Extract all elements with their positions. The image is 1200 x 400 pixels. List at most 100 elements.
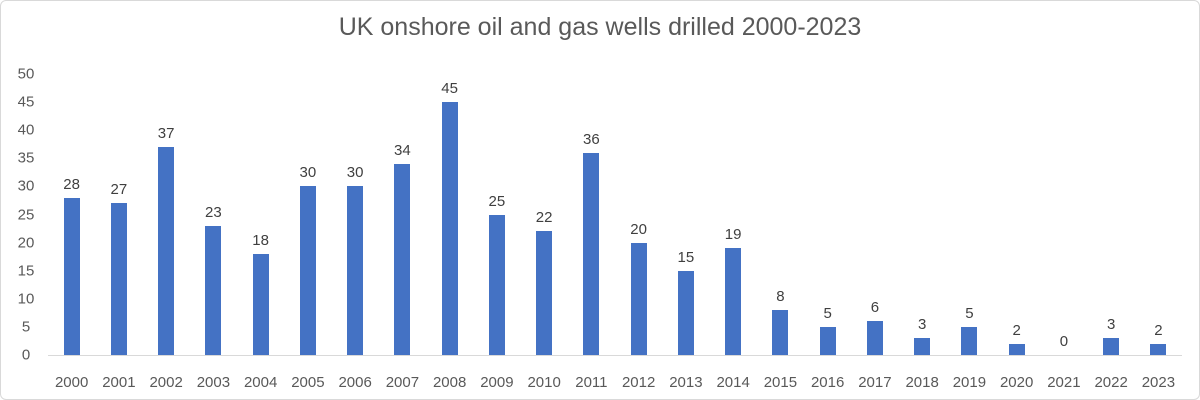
data-label: 30 xyxy=(299,164,317,182)
bar-group-2006: 30 2006 xyxy=(332,74,379,391)
bar xyxy=(583,152,600,355)
x-tick-label: 2003 xyxy=(196,374,231,391)
bar xyxy=(772,310,789,355)
y-tick-label: 45 xyxy=(17,93,35,111)
data-label: 28 xyxy=(63,175,80,193)
x-tick-label: 2009 xyxy=(480,374,514,391)
bar xyxy=(347,186,364,355)
bar-group-2019: 5 2019 xyxy=(946,74,993,391)
x-tick-label: 2018 xyxy=(905,374,939,391)
data-label: 15 xyxy=(677,248,695,266)
data-label: 22 xyxy=(535,209,553,227)
bar-group-2007: 34 2007 xyxy=(379,74,426,391)
data-label: 30 xyxy=(346,164,364,182)
bar xyxy=(252,253,269,355)
x-tick-label: 2010 xyxy=(527,374,561,391)
bar-group-2010: 22 2010 xyxy=(521,74,568,391)
data-label: 5 xyxy=(965,304,974,322)
bar xyxy=(1150,343,1167,355)
y-tick-label: 25 xyxy=(17,206,35,223)
bar xyxy=(299,186,316,355)
x-tick-label: 2021 xyxy=(1047,374,1081,391)
y-tick-label: 5 xyxy=(21,318,31,336)
data-label: 27 xyxy=(110,181,128,199)
y-tick-label: 10 xyxy=(17,290,35,308)
bar-group-2017: 6 2017 xyxy=(851,74,898,391)
chart-title: UK onshore oil and gas wells drilled 200… xyxy=(338,13,862,41)
data-label: 8 xyxy=(776,288,785,306)
x-tick-label: 2014 xyxy=(716,374,750,391)
data-label: 25 xyxy=(488,192,506,210)
y-tick-label: 35 xyxy=(17,149,35,167)
y-tick-label: 50 xyxy=(17,65,35,83)
bar xyxy=(205,225,222,355)
data-label: 3 xyxy=(1106,316,1116,334)
bar xyxy=(488,214,505,355)
bar-group-2023: 2 2023 xyxy=(1135,74,1182,391)
data-label: 36 xyxy=(583,130,600,148)
x-tick-label: 2015 xyxy=(763,374,798,391)
x-tick-label: 2023 xyxy=(1141,374,1176,391)
x-tick-label: 2001 xyxy=(102,374,136,391)
bar-group-2018: 3 2018 xyxy=(899,74,946,391)
bar-group-2014: 19 2014 xyxy=(710,74,757,391)
bar xyxy=(961,326,978,355)
bar xyxy=(63,197,80,355)
x-tick-label: 2006 xyxy=(338,374,372,391)
bar xyxy=(394,163,411,355)
x-tick-label: 2007 xyxy=(385,374,420,391)
data-label: 37 xyxy=(157,125,175,143)
x-axis-line xyxy=(48,355,1182,356)
bar-group-2012: 20 2012 xyxy=(615,74,662,391)
bar xyxy=(1008,343,1025,355)
bar xyxy=(441,102,458,355)
data-label: 34 xyxy=(394,141,411,159)
bar-group-2000: 28 2000 xyxy=(48,74,95,391)
bar-group-2003: 23 2003 xyxy=(190,74,237,391)
bar xyxy=(725,248,742,355)
y-axis: 0 5 10 15 20 25 30 35 40 45 50 xyxy=(7,1,45,399)
x-tick-label: 2002 xyxy=(149,374,183,391)
bar xyxy=(158,147,175,355)
x-tick-label: 2008 xyxy=(432,374,467,391)
bar xyxy=(1103,338,1120,355)
data-label: 20 xyxy=(630,220,647,238)
bar-group-2002: 37 2002 xyxy=(143,74,190,391)
bar xyxy=(819,326,836,355)
data-label: 45 xyxy=(441,80,458,98)
bar-group-2016: 5 2016 xyxy=(804,74,851,391)
data-label: 6 xyxy=(870,299,880,317)
x-tick-label: 2017 xyxy=(858,374,892,391)
x-tick-label: 2000 xyxy=(54,374,89,391)
data-label: 3 xyxy=(917,316,927,334)
bar xyxy=(110,203,127,355)
x-tick-label: 2012 xyxy=(621,374,656,391)
y-tick-label: 30 xyxy=(17,177,35,195)
x-tick-label: 2019 xyxy=(952,374,987,391)
x-tick-label: 2013 xyxy=(669,374,703,391)
bar-group-2001: 27 2001 xyxy=(95,74,142,391)
bar xyxy=(630,242,647,355)
bar-group-2005: 30 2005 xyxy=(284,74,331,391)
data-label: 0 xyxy=(1059,333,1069,350)
data-label: 18 xyxy=(252,231,269,249)
bar-group-2009: 25 2009 xyxy=(473,74,520,392)
bar xyxy=(914,338,931,355)
x-tick-label: 2005 xyxy=(291,374,325,391)
x-tick-label: 2016 xyxy=(810,374,845,391)
x-tick-label: 2011 xyxy=(575,374,608,391)
bar-group-2008: 45 2008 xyxy=(426,74,473,391)
y-tick-label: 0 xyxy=(21,346,31,364)
x-tick-label: 2022 xyxy=(1094,374,1128,391)
data-label: 23 xyxy=(205,203,222,221)
y-tick-label: 15 xyxy=(17,262,35,280)
bar xyxy=(866,321,883,355)
bar-group-2021: 0 2021 xyxy=(1040,74,1087,391)
bar-group-2015: 8 2015 xyxy=(757,74,804,391)
bar-group-2004: 18 2004 xyxy=(237,74,284,391)
bar-group-2013: 15 2013 xyxy=(662,74,709,391)
x-tick-label: 2020 xyxy=(999,374,1034,391)
y-tick-label: 20 xyxy=(17,234,35,252)
data-label: 19 xyxy=(724,226,742,244)
